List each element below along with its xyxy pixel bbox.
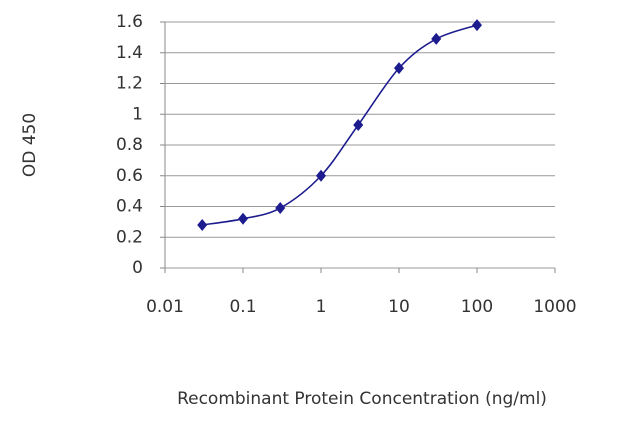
data-point — [275, 202, 286, 215]
data-point — [316, 169, 326, 182]
y-tick-label: 1.4 — [116, 43, 143, 63]
x-tick-label: 0.1 — [229, 297, 256, 317]
data-point — [394, 62, 404, 75]
data-point — [197, 218, 208, 231]
y-tick-label: 0.6 — [116, 166, 143, 186]
x-axis-label: Recombinant Protein Concentration (ng/ml… — [177, 389, 547, 409]
y-tick-label: 1.6 — [116, 12, 143, 32]
x-tick-label: 1 — [316, 297, 327, 317]
y-tick-label: 0.8 — [116, 135, 143, 155]
y-tick-label: 1.2 — [116, 74, 143, 94]
x-tick-label: 1000 — [533, 297, 576, 317]
x-tick-label: 10 — [388, 297, 410, 317]
data-line — [202, 24, 478, 226]
y-tick-label: 0.2 — [116, 227, 143, 247]
data-point — [431, 32, 442, 45]
y-tick-label: 0 — [132, 258, 143, 278]
y-axis-label: OD 450 — [20, 113, 40, 177]
x-tick-label: 100 — [461, 297, 493, 317]
data-point — [238, 212, 248, 225]
data-point — [472, 19, 482, 32]
data-point — [353, 119, 364, 132]
x-tick-label: 0.01 — [146, 297, 184, 317]
y-tick-label: 1 — [132, 104, 143, 124]
y-tick-label: 0.4 — [116, 197, 143, 217]
